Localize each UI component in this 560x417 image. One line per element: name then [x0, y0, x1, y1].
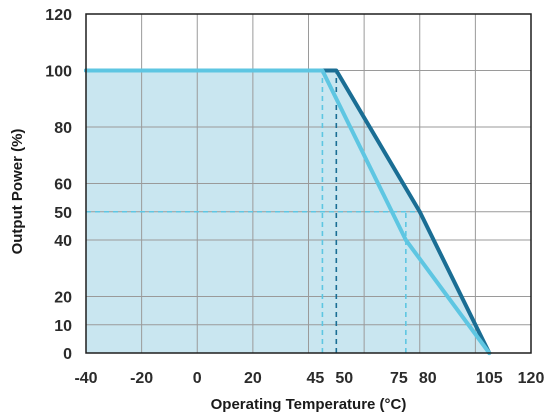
x-tick-label: 50 — [335, 370, 353, 387]
series-line-2 — [84, 68, 492, 355]
x-tick-label: 75 — [390, 370, 408, 387]
series-layer — [84, 68, 492, 355]
x-tick-label: -20 — [130, 370, 153, 387]
x-tick-label: -40 — [74, 370, 97, 387]
y-tick-label: 50 — [54, 205, 72, 222]
plot-frame — [85, 13, 532, 354]
x-tick-label: 120 — [518, 370, 545, 387]
x-tick-label: 0 — [193, 370, 202, 387]
y-tick-label: 20 — [54, 290, 72, 307]
x-tick-label: 105 — [476, 370, 503, 387]
y-tick-label: 10 — [54, 318, 72, 335]
y-tick-label: 120 — [45, 7, 72, 24]
x-axis-label: Operating Temperature (°C) — [211, 396, 407, 413]
reference-lines-layer — [86, 70, 420, 353]
y-tick-label: 60 — [54, 177, 72, 194]
y-axis-label: Output Power (%) — [9, 129, 26, 255]
x-tick-label: 45 — [307, 370, 325, 387]
y-tick-label: 80 — [54, 120, 72, 137]
y-tick-labels: 0 10 20 40 50 60 80 100 120 — [45, 7, 72, 363]
x-tick-label: 80 — [419, 370, 437, 387]
y-tick-label: 40 — [54, 233, 72, 250]
y-tick-label: 100 — [45, 64, 72, 81]
x-tick-label: 20 — [244, 370, 262, 387]
x-tick-labels: -40 -20 0 20 45 50 75 80 105 120 — [74, 370, 544, 387]
y-tick-label: 0 — [63, 346, 72, 363]
